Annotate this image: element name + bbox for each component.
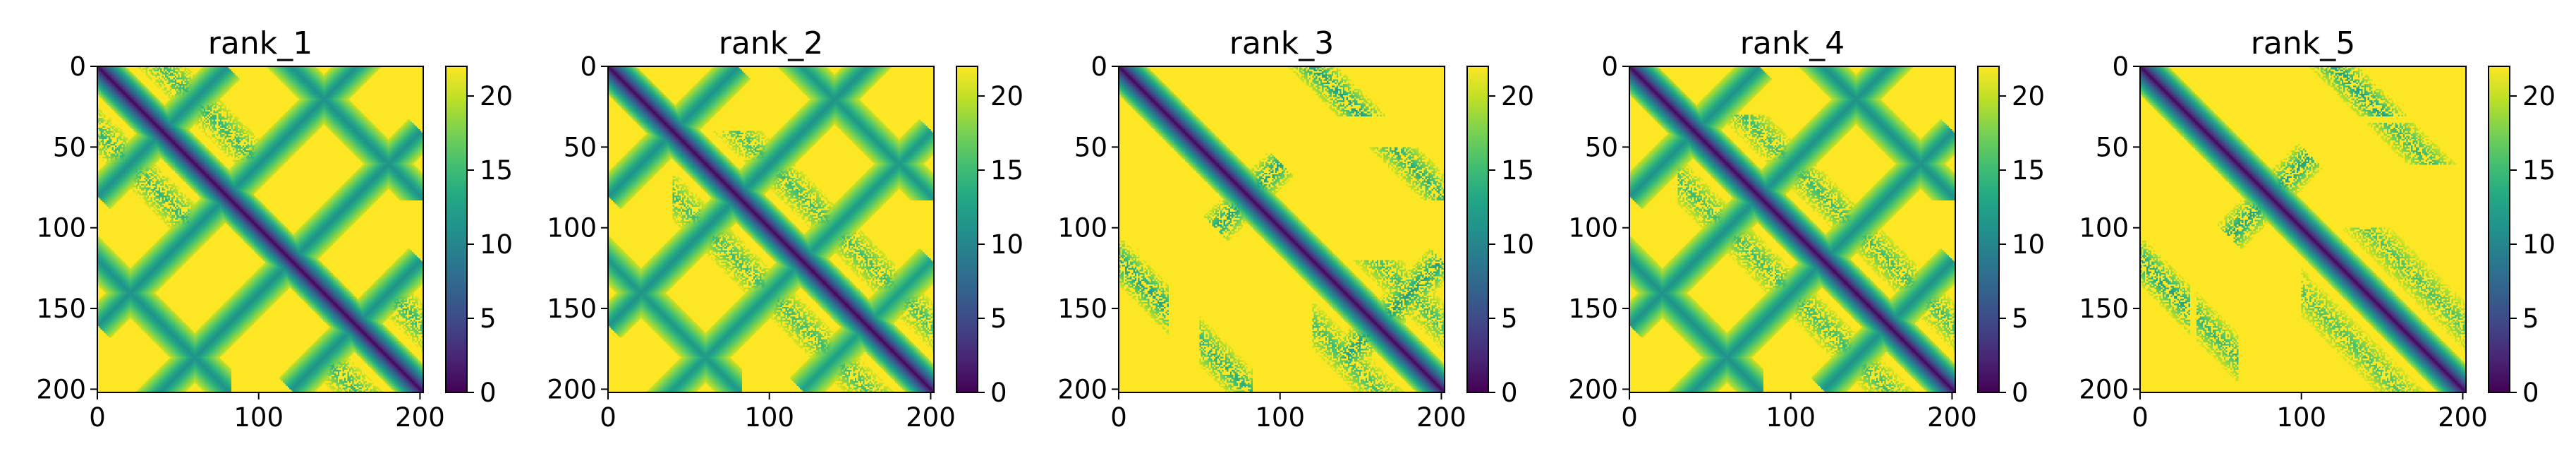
heatmap-image — [608, 66, 934, 392]
colorbar-tick-label: 10 — [990, 229, 1023, 260]
y-tick-label: 200 — [36, 374, 86, 404]
y-tick-label: 150 — [36, 294, 86, 324]
colorbar-tick-label: 20 — [990, 81, 1023, 112]
axes-frame — [607, 66, 935, 393]
x-tick-label: 0 — [1110, 402, 1127, 433]
axes-frame — [97, 66, 424, 393]
y-tick-label: 0 — [2112, 52, 2129, 82]
colorbar — [445, 66, 468, 393]
colorbar — [1977, 66, 2000, 393]
colorbar-tick-label: 20 — [1501, 81, 1534, 112]
heatmap-image — [97, 66, 423, 392]
y-tick-label: 200 — [2079, 374, 2129, 404]
x-tick-label: 0 — [2132, 402, 2149, 433]
y-tick-label: 100 — [547, 213, 597, 243]
colorbar-tick-label: 20 — [2012, 81, 2045, 112]
x-tick-label: 0 — [1621, 402, 1638, 433]
colorbar-tick-label: 10 — [2012, 229, 2045, 260]
x-tick-label: 100 — [2276, 402, 2326, 433]
colorbar-tick-label: 5 — [1501, 303, 1518, 334]
colorbar-tick-label: 15 — [480, 155, 513, 186]
y-tick-label: 100 — [36, 213, 86, 243]
x-tick-label: 200 — [1927, 402, 1977, 433]
colorbar-tick-label: 5 — [2012, 303, 2029, 334]
colorbar-tick-label: 0 — [480, 378, 497, 408]
panel-title: rank_2 — [719, 25, 823, 61]
x-tick-label: 100 — [744, 402, 794, 433]
colorbar-tick-label: 10 — [2522, 229, 2556, 260]
colorbar-tick-label: 15 — [2012, 155, 2045, 186]
heatmap-image — [1629, 66, 1955, 392]
y-tick-label: 150 — [1057, 294, 1107, 324]
y-tick-label: 100 — [1568, 213, 1618, 243]
colorbar-tick-label: 20 — [2522, 81, 2556, 112]
y-tick-label: 200 — [1568, 374, 1618, 404]
x-tick-label: 0 — [600, 402, 616, 433]
axes-frame — [1629, 66, 1956, 393]
colorbar-tick-label: 0 — [990, 378, 1007, 408]
colorbar — [2488, 66, 2510, 393]
y-tick-label: 150 — [2079, 294, 2129, 324]
colorbar-tick-label: 0 — [1501, 378, 1518, 408]
x-tick-label: 0 — [89, 402, 106, 433]
heatmap-image — [1119, 66, 1445, 392]
x-tick-label: 200 — [906, 402, 956, 433]
x-tick-label: 100 — [233, 402, 284, 433]
x-tick-label: 200 — [395, 402, 445, 433]
x-tick-label: 100 — [1766, 402, 1816, 433]
y-tick-label: 0 — [1090, 52, 1107, 82]
y-tick-label: 0 — [69, 52, 86, 82]
colorbar — [956, 66, 978, 393]
colorbar-tick-label: 15 — [990, 155, 1023, 186]
x-tick-label: 200 — [1416, 402, 1466, 433]
panel-title: rank_3 — [1229, 25, 1334, 61]
y-tick-label: 150 — [547, 294, 597, 324]
panel-title: rank_5 — [2251, 25, 2355, 61]
x-tick-label: 100 — [1255, 402, 1305, 433]
y-tick-label: 50 — [1585, 132, 1618, 162]
axes-frame — [2139, 66, 2467, 393]
colorbar-tick-label: 0 — [2522, 378, 2539, 408]
colorbar-tick-label: 5 — [990, 303, 1007, 334]
colorbar-tick-label: 15 — [1501, 155, 1534, 186]
panel-title: rank_4 — [1740, 25, 1845, 61]
y-tick-label: 200 — [1057, 374, 1107, 404]
y-tick-label: 0 — [1601, 52, 1618, 82]
y-tick-label: 200 — [547, 374, 597, 404]
y-tick-label: 50 — [1074, 132, 1107, 162]
y-tick-label: 50 — [53, 132, 86, 162]
y-tick-label: 0 — [580, 52, 597, 82]
colorbar-tick-label: 5 — [480, 303, 497, 334]
y-tick-label: 50 — [2096, 132, 2129, 162]
y-tick-label: 150 — [1568, 294, 1618, 324]
y-tick-label: 50 — [564, 132, 597, 162]
axes-frame — [1118, 66, 1445, 393]
colorbar-tick-label: 0 — [2012, 378, 2029, 408]
heatmap-image — [2140, 66, 2466, 392]
colorbar — [1466, 66, 1489, 393]
colorbar-tick-label: 5 — [2522, 303, 2539, 334]
colorbar-tick-label: 10 — [1501, 229, 1534, 260]
x-tick-label: 200 — [2438, 402, 2488, 433]
colorbar-tick-label: 20 — [480, 81, 513, 112]
panel-title: rank_1 — [208, 25, 312, 61]
y-tick-label: 100 — [2079, 213, 2129, 243]
colorbar-tick-label: 10 — [480, 229, 513, 260]
colorbar-tick-label: 15 — [2522, 155, 2556, 186]
y-tick-label: 100 — [1057, 213, 1107, 243]
